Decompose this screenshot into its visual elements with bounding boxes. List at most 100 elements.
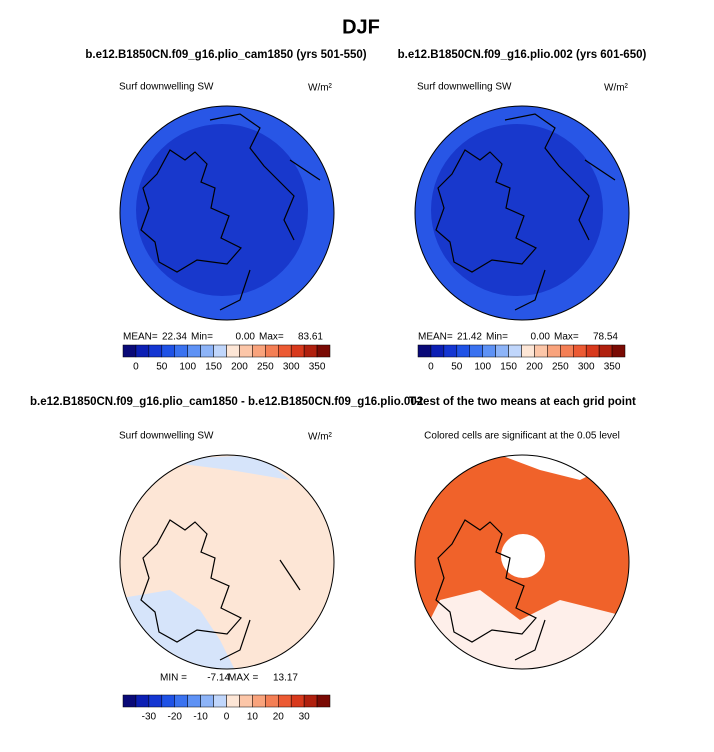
colorbar-box: [290, 694, 305, 708]
stat-value: 83.61: [298, 332, 323, 343]
note: Colored cells are significant at the 0.0…: [424, 431, 620, 442]
map: [414, 454, 630, 670]
colorbar-tick-label: 0: [428, 362, 434, 373]
colorbar-tick-label: 20: [273, 712, 285, 723]
colorbar-box: [161, 694, 175, 708]
colorbar-box: [226, 344, 240, 358]
colorbar-tick-label: -20: [168, 712, 183, 723]
colorbar-box: [213, 694, 227, 708]
colorbar-box: [560, 344, 574, 358]
stat-label: MAX =: [228, 673, 258, 684]
colorbar-box: [213, 344, 227, 358]
colorbar-box: [148, 344, 163, 358]
figure-title: DJF: [342, 16, 380, 38]
colorbar-tick-label: 50: [451, 362, 463, 373]
colorbar-box: [122, 694, 137, 708]
colorbar-tick-label: 200: [231, 362, 248, 373]
colorbar-box: [161, 344, 175, 358]
colorbar-box: [252, 344, 266, 358]
colorbar-tick-label: 150: [205, 362, 222, 373]
colorbar-box: [187, 344, 201, 358]
colorbar-tick-label: 300: [578, 362, 595, 373]
map: [119, 454, 335, 670]
colorbar-box: [135, 344, 150, 358]
stat-label: Max=: [259, 332, 284, 343]
units-label: W/m²: [308, 432, 333, 443]
stat-label: MIN =: [160, 673, 187, 684]
colorbar-box: [200, 694, 214, 708]
stat-label: Min=: [191, 332, 213, 343]
colorbar-box: [135, 694, 150, 708]
colorbar-tick-label: 10: [247, 712, 259, 723]
colorbar-box: [456, 344, 470, 358]
colorbar-box: [443, 344, 458, 358]
colorbar-box: [187, 694, 201, 708]
colorbar-box: [611, 344, 626, 358]
panel-title: b.e12.B1850CN.f09_g16.plio_cam1850 (yrs …: [85, 49, 366, 61]
colorbar-tick-label: 150: [500, 362, 517, 373]
colorbar-tick-label: -30: [142, 712, 157, 723]
panel-title: b.e12.B1850CN.f09_g16.plio_cam1850 - b.e…: [30, 396, 423, 408]
stat-value: 0.00: [531, 332, 551, 343]
colorbar-box: [495, 344, 509, 358]
colorbar-box: [252, 694, 266, 708]
colorbar-box: [200, 344, 214, 358]
stat-value: 13.17: [273, 673, 298, 684]
colorbar-tick-label: 300: [283, 362, 300, 373]
colorbar-box: [226, 694, 240, 708]
colorbar-box: [316, 344, 331, 358]
colorbar-box: [585, 344, 600, 358]
colorbar-tick-label: 100: [179, 362, 196, 373]
colorbar-box: [469, 344, 483, 358]
colorbar-box: [598, 344, 613, 358]
colorbar-tick-label: 250: [257, 362, 274, 373]
colorbar-tick-label: 0: [224, 712, 230, 723]
colorbar-box: [265, 694, 279, 708]
stat-value: -7.14: [207, 673, 230, 684]
colorbar-box: [547, 344, 561, 358]
colorbar-tick-label: -10: [193, 712, 208, 723]
colorbar-box: [265, 344, 279, 358]
stat-label: Max=: [554, 332, 579, 343]
panel-title: T-test of the two means at each grid poi…: [409, 396, 636, 408]
colorbar-box: [316, 694, 331, 708]
colorbar-box: [430, 344, 445, 358]
colorbar-tick-label: 250: [552, 362, 569, 373]
colorbar-box: [122, 344, 137, 358]
field-label: Surf downwelling SW: [119, 82, 214, 93]
stat-value: 21.42: [457, 332, 482, 343]
colorbar-box: [278, 344, 292, 358]
colorbar-tick-label: 350: [604, 362, 621, 373]
colorbar-box: [508, 344, 522, 358]
colorbar-box: [534, 344, 548, 358]
stat-value: 0.00: [236, 332, 256, 343]
colorbar-box: [417, 344, 432, 358]
colorbar-tick-label: 50: [156, 362, 168, 373]
colorbar-box: [148, 694, 163, 708]
units-label: W/m²: [308, 83, 333, 94]
map: [414, 105, 630, 321]
stat-value: 22.34: [162, 332, 187, 343]
colorbar-tick-label: 350: [309, 362, 326, 373]
colorbar-box: [239, 344, 253, 358]
colorbar-box: [290, 344, 305, 358]
units-label: W/m²: [604, 83, 629, 94]
stat-label: Min=: [486, 332, 508, 343]
colorbar-box: [174, 694, 188, 708]
field-label: Surf downwelling SW: [417, 82, 512, 93]
colorbar-box: [303, 344, 318, 358]
colorbar-box: [278, 694, 292, 708]
field-label: Surf downwelling SW: [119, 431, 214, 442]
colorbar-tick-label: 0: [133, 362, 139, 373]
colorbar-tick-label: 200: [526, 362, 543, 373]
colorbar-tick-label: 100: [474, 362, 491, 373]
colorbar-box: [239, 694, 253, 708]
stat-label: MEAN=: [418, 332, 453, 343]
colorbar-box: [303, 694, 318, 708]
stat-value: 78.54: [593, 332, 618, 343]
colorbar-box: [482, 344, 496, 358]
colorbar-box: [521, 344, 535, 358]
stat-label: MEAN=: [123, 332, 158, 343]
panel-title: b.e12.B1850CN.f09_g16.plio.002 (yrs 601-…: [398, 49, 647, 61]
colorbar-box: [573, 344, 587, 358]
